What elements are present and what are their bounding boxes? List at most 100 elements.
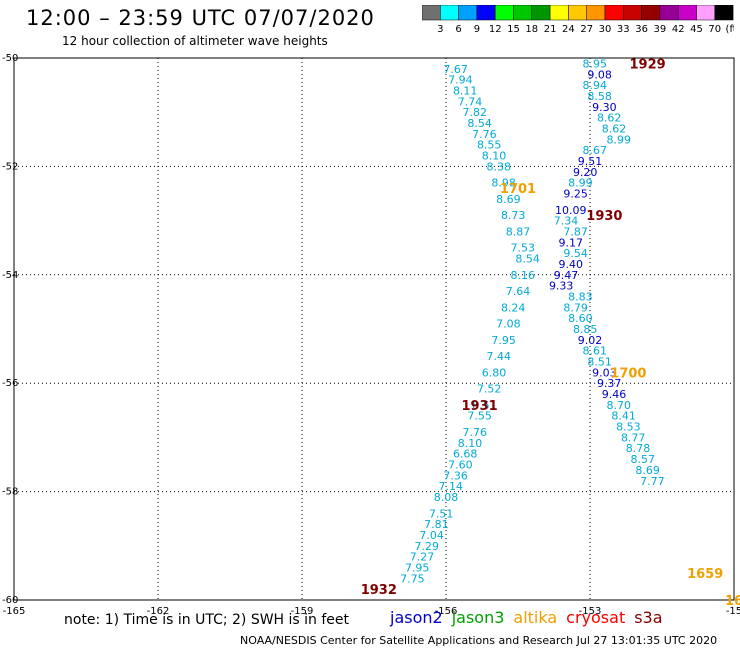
wave-height-value: 8.77 <box>621 431 646 444</box>
wave-height-value: 8.54 <box>467 117 492 130</box>
scale-label: 42 <box>672 24 685 35</box>
y-tick-label: -50 <box>2 53 18 64</box>
pass-time-label: 1932 <box>361 583 397 598</box>
wave-height-value: 8.67 <box>583 144 608 157</box>
wave-height-value: 7.67 <box>443 63 468 76</box>
legend-cryosat: cryosat <box>566 608 626 627</box>
wave-height-value: 8.73 <box>501 209 526 222</box>
wave-height-value: 7.64 <box>506 285 531 298</box>
wave-height-value: 8.62 <box>597 112 622 125</box>
wave-height-value: 6.80 <box>482 366 507 379</box>
scale-label: 36 <box>635 24 648 35</box>
scale-label: 24 <box>562 24 575 35</box>
pass-time-label: 16 <box>725 594 740 609</box>
wave-height-value: 9.08 <box>587 68 612 81</box>
wave-height-value: 7.95 <box>405 561 430 574</box>
wave-height-value: 7.95 <box>491 334 516 347</box>
scale-label: 70 <box>708 24 721 35</box>
wave-height-value: 8.69 <box>635 464 660 477</box>
wave-height-value: 8.57 <box>631 453 656 466</box>
wave-height-value: 8.79 <box>563 301 588 314</box>
wave-height-value: 7.55 <box>467 410 492 423</box>
wave-height-value: 7.82 <box>463 106 488 119</box>
scale-label: 27 <box>580 24 593 35</box>
wave-height-value: 8.11 <box>453 85 478 98</box>
scale-label: 21 <box>544 24 557 35</box>
wave-height-value: 8.38 <box>487 160 512 173</box>
legend-altika: altika <box>513 608 558 627</box>
scale-label: 18 <box>525 24 538 35</box>
wave-height-value: 9.33 <box>549 280 574 293</box>
wave-height-value: 8.94 <box>583 79 608 92</box>
scale-label: 45 <box>690 24 703 35</box>
pass-time-label: 1929 <box>630 57 666 72</box>
pass-time-label: 1931 <box>462 399 498 414</box>
wave-height-value: 7.76 <box>472 128 497 141</box>
scale-label: (ft) <box>726 24 734 35</box>
scale-label: 3 <box>437 24 443 35</box>
y-tick-label: -60 <box>2 595 18 606</box>
wave-height-value: 8.10 <box>458 437 483 450</box>
credit-line: NOAA/NESDIS Center for Satellite Applica… <box>240 634 718 647</box>
wave-height-value: 9.02 <box>578 334 603 347</box>
x-tick-label: -153 <box>579 606 602 617</box>
wave-height-value: 8.58 <box>587 90 612 103</box>
wave-height-value: 7.76 <box>463 426 488 439</box>
pass-time-label: 1700 <box>610 366 646 381</box>
wave-height-value: 9.25 <box>563 188 588 201</box>
wave-height-value: 8.83 <box>568 290 593 303</box>
scale-label: 39 <box>654 24 667 35</box>
wave-height-value: 8.10 <box>482 150 507 163</box>
scale-label: 30 <box>599 24 612 35</box>
wave-height-value: 8.62 <box>602 122 627 135</box>
wave-height-value: 8.16 <box>511 269 536 282</box>
scale-label: 12 <box>489 24 502 35</box>
wave-height-value: 8.54 <box>515 253 540 266</box>
scale-label: 6 <box>455 24 461 35</box>
pass-time-label: 1701 <box>500 182 536 197</box>
x-tick-label: -15 <box>726 606 740 617</box>
wave-height-value: 8.08 <box>434 491 459 504</box>
wave-height-value: 8.78 <box>626 442 651 455</box>
wave-height-value: 9.20 <box>573 166 598 179</box>
wave-height-value: 7.60 <box>448 459 473 472</box>
wave-height-value: 8.51 <box>587 356 612 369</box>
wave-height-value: 9.37 <box>597 377 622 390</box>
x-tick-label: -162 <box>147 606 170 617</box>
wave-height-value: 7.77 <box>640 475 665 488</box>
wave-height-value: 9.30 <box>592 101 617 114</box>
page-subtitle: 12 hour collection of altimeter wave hei… <box>62 34 328 48</box>
scale-label: 33 <box>617 24 630 35</box>
wave-height-value: 7.34 <box>554 215 579 228</box>
wave-height-value: 10.09 <box>555 204 587 217</box>
wave-height-value: 8.41 <box>611 410 636 423</box>
wave-height-value: 7.04 <box>419 529 444 542</box>
wave-height-value: 8.69 <box>496 193 521 206</box>
x-tick-label: -156 <box>435 606 458 617</box>
wave-height-value: 8.99 <box>607 133 632 146</box>
wave-height-value: 8.70 <box>607 399 632 412</box>
plot-frame <box>13 57 735 601</box>
wave-height-value: 7.44 <box>487 350 512 363</box>
y-tick-label: -54 <box>2 270 18 281</box>
wave-height-value: 7.08 <box>496 318 521 331</box>
wave-height-value: 8.95 <box>583 57 608 70</box>
wave-height-value: 7.36 <box>443 469 468 482</box>
scale-label: 9 <box>474 24 480 35</box>
satellite-legend: jason2 jason3 altika cryosat s3a <box>390 608 672 627</box>
wave-height-value: 8.55 <box>477 139 502 152</box>
y-tick-label: -52 <box>2 161 18 172</box>
wave-height-value: 7.75 <box>400 572 425 585</box>
wave-height-value: 8.99 <box>568 177 593 190</box>
wave-height-value: 9.40 <box>559 258 584 271</box>
wave-height-value: 9.47 <box>554 269 579 282</box>
wave-height-value: 7.52 <box>477 383 502 396</box>
wave-height-value: 7.51 <box>429 507 454 520</box>
wave-height-value: 9.03 <box>592 366 617 379</box>
wave-height-value: 8.61 <box>583 345 608 358</box>
wave-height-value: 9.46 <box>602 388 627 401</box>
wave-height-value: 9.54 <box>563 247 588 260</box>
wave-height-value: 7.94 <box>448 74 473 87</box>
